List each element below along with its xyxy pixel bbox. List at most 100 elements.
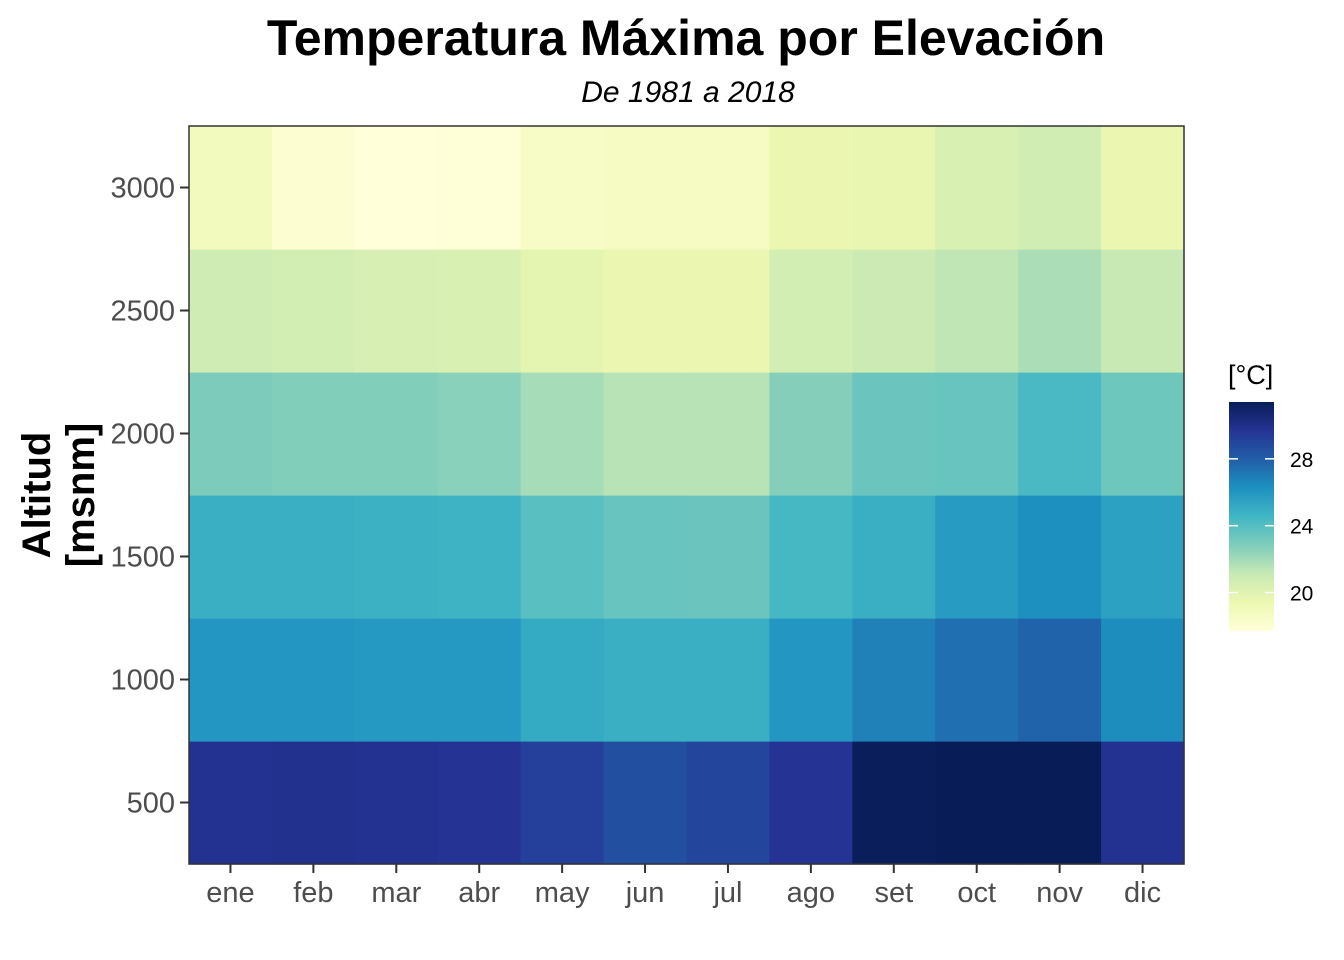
heatmap-cell xyxy=(1101,618,1185,742)
y-axis-title-line-2: [msnm] xyxy=(59,423,103,567)
heatmap-cell xyxy=(189,618,273,742)
heatmap-cell xyxy=(686,495,771,619)
x-tick-label: mar xyxy=(371,877,421,909)
heatmap-cell xyxy=(437,372,522,496)
heatmap-cell xyxy=(271,741,356,865)
heatmap-cell xyxy=(354,249,439,373)
x-axis: ene feb mar abr may jun jul ago set oct nov dic xyxy=(206,864,1161,909)
heatmap-cell xyxy=(603,249,688,373)
heatmap-cell xyxy=(437,495,522,619)
y-axis: 500 1000 1500 2000 2500 3000 xyxy=(110,173,189,820)
heatmap-cell xyxy=(1018,618,1102,742)
heatmap-cell xyxy=(189,372,273,496)
x-tick-label: nov xyxy=(1036,877,1083,909)
heatmap-cell xyxy=(1018,372,1102,496)
x-tick-label: dic xyxy=(1124,877,1161,909)
heatmap-cell xyxy=(852,372,936,496)
heatmap-cell xyxy=(769,126,853,250)
legend-tick-label: 28 xyxy=(1290,449,1313,472)
heatmap-cell xyxy=(686,741,771,865)
heatmap-cell xyxy=(520,372,605,496)
heatmap-cell xyxy=(354,126,439,250)
heatmap-cell xyxy=(686,372,771,496)
heatmap-cell xyxy=(1018,741,1102,865)
x-tick-label: may xyxy=(535,877,590,909)
y-tick-label: 2500 xyxy=(110,296,175,328)
heatmap-cell xyxy=(1101,126,1185,250)
heatmap-cell xyxy=(1018,249,1102,373)
heatmap-cell xyxy=(852,618,936,742)
heatmap-cell xyxy=(189,249,273,373)
y-axis-title: Altitud [msnm] xyxy=(15,423,103,567)
heatmap-cell xyxy=(354,741,439,865)
heatmap-cell xyxy=(189,741,273,865)
heatmap-cell xyxy=(852,495,936,619)
y-tick-label: 500 xyxy=(127,788,175,820)
y-tick-label: 1000 xyxy=(110,665,175,697)
x-tick-label: oct xyxy=(957,877,996,909)
heatmap-cell xyxy=(852,126,936,250)
heatmap-cell xyxy=(603,126,688,250)
heatmap-cell xyxy=(603,495,688,619)
x-tick-label: set xyxy=(874,877,913,909)
y-tick-label: 2000 xyxy=(110,419,175,451)
heatmap-cell xyxy=(1018,126,1102,250)
heatmap-cell xyxy=(354,495,439,619)
heatmap-cell xyxy=(603,618,688,742)
y-axis-title-line-1: Altitud xyxy=(15,432,59,559)
chart-title: Temperatura Máxima por Elevación xyxy=(267,10,1105,66)
heatmap-cell xyxy=(271,126,356,250)
heatmap-cell xyxy=(935,741,1019,865)
heatmap-cell xyxy=(1018,495,1102,619)
heatmap-cell xyxy=(271,249,356,373)
legend-colorbar xyxy=(1229,402,1274,631)
heatmap-cell xyxy=(437,741,522,865)
heatmap-cell xyxy=(852,249,936,373)
x-tick-label: ago xyxy=(787,877,835,909)
heatmap-cell xyxy=(935,495,1019,619)
heatmap-cell xyxy=(686,126,771,250)
y-tick-label: 3000 xyxy=(110,173,175,205)
heatmap-cell xyxy=(520,741,605,865)
heatmap-cell xyxy=(769,249,853,373)
heatmap-cell xyxy=(189,495,273,619)
legend-tick-label: 20 xyxy=(1290,583,1313,606)
heatmap-cell xyxy=(686,249,771,373)
heatmap-cell xyxy=(686,618,771,742)
heatmap-cell xyxy=(935,618,1019,742)
heatmap-cells xyxy=(189,126,1185,865)
heatmap-cell xyxy=(1101,741,1185,865)
legend-title: [°C] xyxy=(1228,360,1273,390)
heatmap-cell xyxy=(354,618,439,742)
heatmap-cell xyxy=(271,372,356,496)
heatmap-cell xyxy=(603,741,688,865)
heatmap-cell xyxy=(603,372,688,496)
heatmap-cell xyxy=(271,495,356,619)
heatmap-cell xyxy=(769,495,853,619)
heatmap-cell xyxy=(769,618,853,742)
x-tick-label: feb xyxy=(293,877,333,909)
x-tick-label: jul xyxy=(712,877,742,909)
legend-tick-label: 24 xyxy=(1290,516,1314,539)
chart-subtitle: De 1981 a 2018 xyxy=(581,76,795,109)
heatmap-cell xyxy=(520,618,605,742)
heatmap-cell xyxy=(437,126,522,250)
heatmap-cell xyxy=(769,741,853,865)
x-tick-label: ene xyxy=(206,877,254,909)
heatmap-cell xyxy=(354,372,439,496)
heatmap-cell xyxy=(852,741,936,865)
plot-panel-border xyxy=(188,125,1185,865)
heatmap-cell xyxy=(935,126,1019,250)
x-tick-label: jun xyxy=(625,877,665,909)
heatmap-cell xyxy=(520,126,605,250)
color-legend: [°C] 20 24 28 xyxy=(1228,360,1314,631)
heatmap-cell xyxy=(769,372,853,496)
heatmap-cell xyxy=(437,618,522,742)
heatmap-cell xyxy=(1101,249,1185,373)
heatmap-cell xyxy=(520,495,605,619)
heatmap-cell xyxy=(1101,372,1185,496)
heatmap-cell xyxy=(935,372,1019,496)
legend-ticks: 20 24 28 xyxy=(1229,449,1314,606)
heatmap-cell xyxy=(1101,495,1185,619)
